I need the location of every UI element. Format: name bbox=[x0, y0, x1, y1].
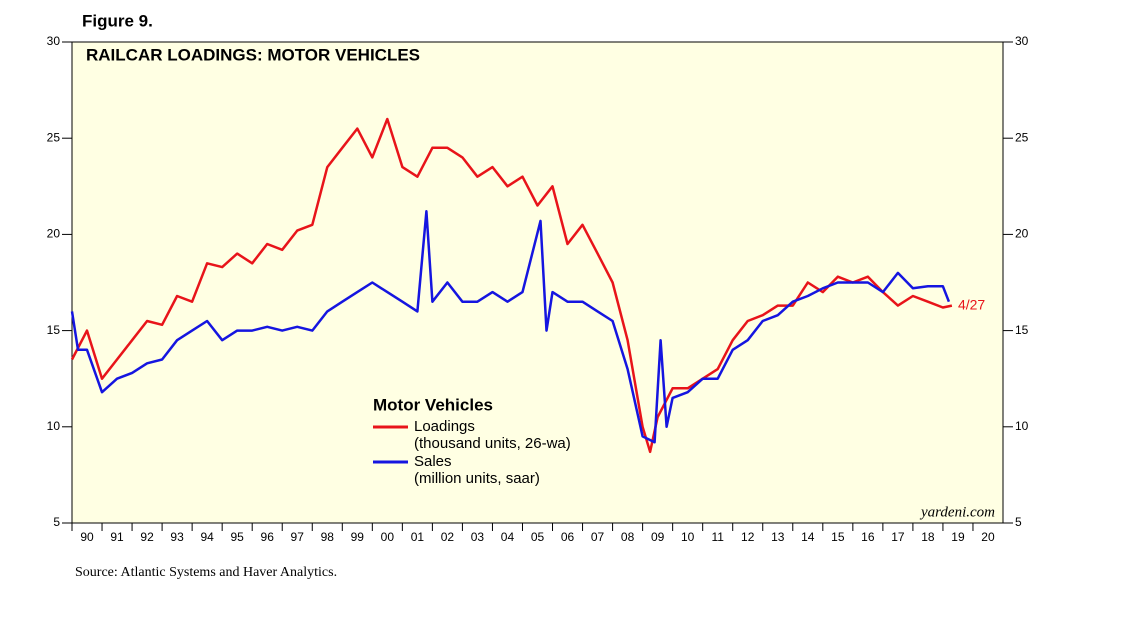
x-tick-label: 17 bbox=[891, 530, 905, 544]
x-tick-label: 12 bbox=[741, 530, 755, 544]
x-tick-label: 96 bbox=[261, 530, 275, 544]
source: Source: Atlantic Systems and Haver Analy… bbox=[75, 565, 337, 580]
legend-label: Loadings bbox=[414, 418, 475, 435]
y2-tick-label: 5 bbox=[1015, 515, 1022, 529]
y2-tick-label: 20 bbox=[1015, 227, 1029, 241]
x-tick-label: 05 bbox=[531, 530, 545, 544]
x-tick-label: 14 bbox=[801, 530, 815, 544]
x-tick-label: 20 bbox=[981, 530, 995, 544]
x-tick-label: 06 bbox=[561, 530, 575, 544]
x-tick-label: 10 bbox=[681, 530, 695, 544]
end-label: 4/27 bbox=[958, 296, 985, 312]
credit: yardeni.com bbox=[919, 504, 995, 520]
y2-tick-label: 15 bbox=[1015, 323, 1029, 337]
series-line bbox=[70, 210, 951, 444]
x-tick-label: 15 bbox=[831, 530, 845, 544]
y-tick-label: 20 bbox=[47, 227, 61, 241]
y-tick-label: 5 bbox=[53, 515, 60, 529]
x-tick-label: 95 bbox=[230, 530, 244, 544]
legend-note: (thousand units, 26-wa) bbox=[414, 435, 571, 452]
chart-title: RAILCAR LOADINGS: MOTOR VEHICLES bbox=[86, 45, 420, 64]
y-tick-label: 10 bbox=[47, 419, 61, 433]
x-tick-label: 04 bbox=[501, 530, 515, 544]
x-tick-label: 01 bbox=[411, 530, 425, 544]
x-tick-label: 93 bbox=[170, 530, 184, 544]
figure-label: Figure 9. bbox=[82, 11, 153, 30]
x-tick-label: 99 bbox=[351, 530, 365, 544]
x-tick-label: 11 bbox=[711, 530, 724, 544]
x-tick-label: 00 bbox=[381, 530, 395, 544]
y2-tick-label: 10 bbox=[1015, 419, 1029, 433]
x-tick-label: 97 bbox=[291, 530, 305, 544]
y-tick-label: 15 bbox=[47, 323, 61, 337]
x-tick-label: 16 bbox=[861, 530, 875, 544]
series-line bbox=[70, 117, 953, 454]
x-tick-label: 98 bbox=[321, 530, 335, 544]
y2-tick-label: 30 bbox=[1015, 34, 1029, 48]
x-tick-label: 90 bbox=[80, 530, 94, 544]
x-tick-label: 91 bbox=[110, 530, 124, 544]
x-tick-label: 13 bbox=[771, 530, 785, 544]
x-tick-label: 07 bbox=[591, 530, 605, 544]
x-tick-label: 19 bbox=[951, 530, 965, 544]
x-tick-label: 18 bbox=[921, 530, 935, 544]
legend-note: (million units, saar) bbox=[414, 470, 540, 487]
x-tick-label: 03 bbox=[471, 530, 485, 544]
x-tick-label: 09 bbox=[651, 530, 665, 544]
x-tick-label: 94 bbox=[200, 530, 214, 544]
x-tick-label: 92 bbox=[140, 530, 154, 544]
legend-title: Motor Vehicles bbox=[373, 395, 493, 414]
y-tick-label: 25 bbox=[47, 130, 61, 144]
x-tick-label: 08 bbox=[621, 530, 635, 544]
y-tick-label: 30 bbox=[47, 34, 61, 48]
x-tick-label: 02 bbox=[441, 530, 455, 544]
y2-tick-label: 25 bbox=[1015, 130, 1029, 144]
legend-label: Sales bbox=[414, 453, 452, 470]
